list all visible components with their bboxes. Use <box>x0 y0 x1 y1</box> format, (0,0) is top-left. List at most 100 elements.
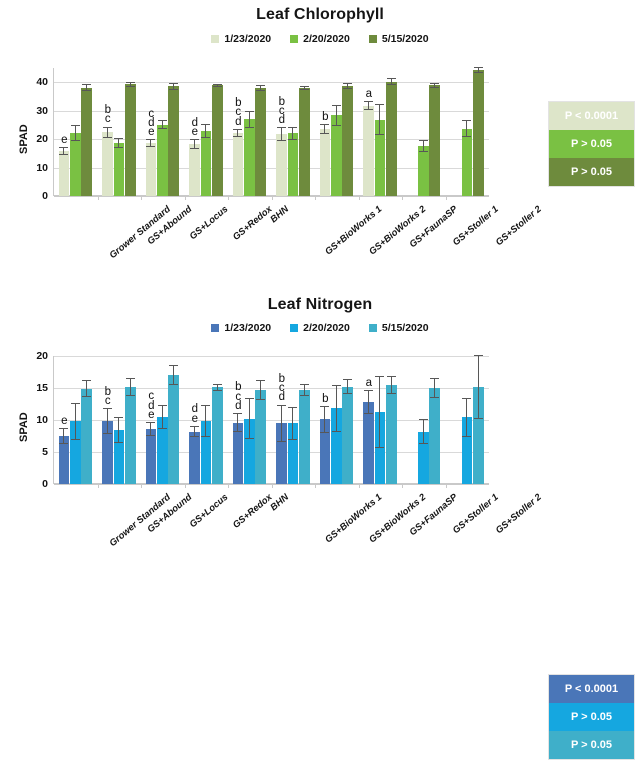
error-bar-cap-bottom <box>70 438 80 440</box>
error-bar <box>189 139 199 150</box>
error-bar-cap-top <box>114 417 124 419</box>
error-bar-cap-bottom <box>59 442 69 444</box>
gridline <box>54 420 489 421</box>
bar <box>157 124 168 196</box>
bar <box>342 86 354 196</box>
error-bar-cap-top <box>102 126 112 128</box>
error-bar <box>244 398 254 440</box>
x-axis-tick <box>402 483 403 488</box>
bar <box>124 84 136 196</box>
error-bar-stem <box>63 146 65 156</box>
y-axis-tick: 0 <box>42 478 48 490</box>
error-bar-cap-top <box>70 402 80 404</box>
error-bar <box>430 82 440 89</box>
bar <box>276 133 287 196</box>
error-bar-cap-top <box>189 139 199 141</box>
error-bar-cap-bottom <box>299 89 309 91</box>
error-bar <box>320 124 330 135</box>
error-bar-cap-top <box>233 412 243 414</box>
error-bar-cap-top <box>212 384 222 386</box>
error-bar-cap-bottom <box>189 148 199 150</box>
error-bar-cap-bottom <box>320 431 330 433</box>
bar <box>189 144 200 196</box>
x-axis-tick <box>402 195 403 200</box>
error-bar <box>299 86 309 91</box>
error-bar-cap-bottom <box>418 442 428 444</box>
error-bar-cap-bottom <box>288 438 298 440</box>
page-title-nitrogen: Leaf Nitrogen <box>267 296 373 313</box>
error-bar <box>146 139 156 147</box>
error-bar <box>363 100 373 111</box>
error-bar-stem <box>292 406 294 440</box>
bar <box>374 119 386 196</box>
error-bar-cap-bottom <box>146 434 156 436</box>
bar <box>319 129 331 196</box>
pvalue-row: P > 0.05 <box>549 731 634 759</box>
error-bar-cap-bottom <box>363 413 373 415</box>
error-bar-stem <box>324 405 326 433</box>
error-bar-cap-top <box>82 380 92 382</box>
legend-item: 1/23/2020 <box>211 33 271 45</box>
y-axis-label: SPAD <box>18 124 30 154</box>
error-bar-stem <box>118 417 120 444</box>
bar <box>374 412 386 484</box>
error-bar-cap-bottom <box>201 436 211 438</box>
significance-label: b c d <box>235 381 242 412</box>
error-bar <box>276 127 286 141</box>
error-bar <box>244 110 254 128</box>
error-bar <box>288 406 298 440</box>
error-bar <box>363 389 373 415</box>
error-bar-cap-bottom <box>331 430 341 432</box>
error-bar-cap-top <box>320 405 330 407</box>
error-bar-cap-top <box>430 378 440 380</box>
error-bar-cap-bottom <box>125 395 135 397</box>
error-bar-cap-top <box>363 100 373 102</box>
bar <box>298 88 310 196</box>
significance-label: a <box>365 376 372 389</box>
error-bar-cap-bottom <box>59 154 69 156</box>
error-bar-stem <box>129 81 131 88</box>
x-axis-tick <box>315 195 316 200</box>
error-bar <box>59 146 69 156</box>
x-axis-tick <box>141 195 142 200</box>
bar <box>363 402 374 484</box>
error-bar-cap-bottom <box>212 389 222 391</box>
error-bar-stem <box>390 376 392 395</box>
error-bar-cap-bottom <box>462 136 472 138</box>
legend-swatch-icon <box>211 324 220 332</box>
x-axis-tick <box>445 195 447 200</box>
error-bar-cap-top <box>331 104 341 106</box>
bar <box>418 431 429 484</box>
bar <box>168 86 180 196</box>
error-bar <box>114 417 124 444</box>
error-bar <box>473 66 483 74</box>
error-bar-cap-bottom <box>125 86 135 88</box>
error-bar-stem <box>422 139 424 153</box>
error-bar-cap-bottom <box>363 109 373 111</box>
bar <box>385 81 397 196</box>
x-axis-label: BHN <box>267 491 291 513</box>
bar <box>342 386 354 484</box>
significance-label: a <box>365 87 372 100</box>
error-bar-cap-bottom <box>288 139 298 141</box>
x-axis-tick <box>271 483 273 488</box>
legend-label: 5/15/2020 <box>381 322 429 334</box>
x-axis-tick <box>445 483 447 488</box>
legend-item: 2/20/2020 <box>290 322 350 334</box>
bar <box>461 128 473 196</box>
error-bar <box>212 384 222 391</box>
error-bar <box>320 405 330 433</box>
error-bar-cap-bottom <box>157 128 167 130</box>
chart-panel-nitrogen: Leaf Nitrogen 1/23/2020 2/20/2020 5/15/2… <box>0 288 640 760</box>
error-bar-cap-bottom <box>256 398 266 400</box>
error-bar-cap-bottom <box>114 442 124 444</box>
gridline <box>54 356 489 357</box>
bar <box>298 389 310 484</box>
bar <box>472 69 484 196</box>
error-bar-cap-bottom <box>375 447 385 449</box>
plot-wrapper-chlorophyll: SPAD 0 10 20 30 40 e b c c d e d e b c d b c d b a <box>0 66 640 203</box>
error-bar <box>343 379 353 395</box>
x-axis-tick <box>358 195 360 200</box>
error-bar <box>70 125 80 141</box>
legend-label: 1/23/2020 <box>224 33 272 45</box>
